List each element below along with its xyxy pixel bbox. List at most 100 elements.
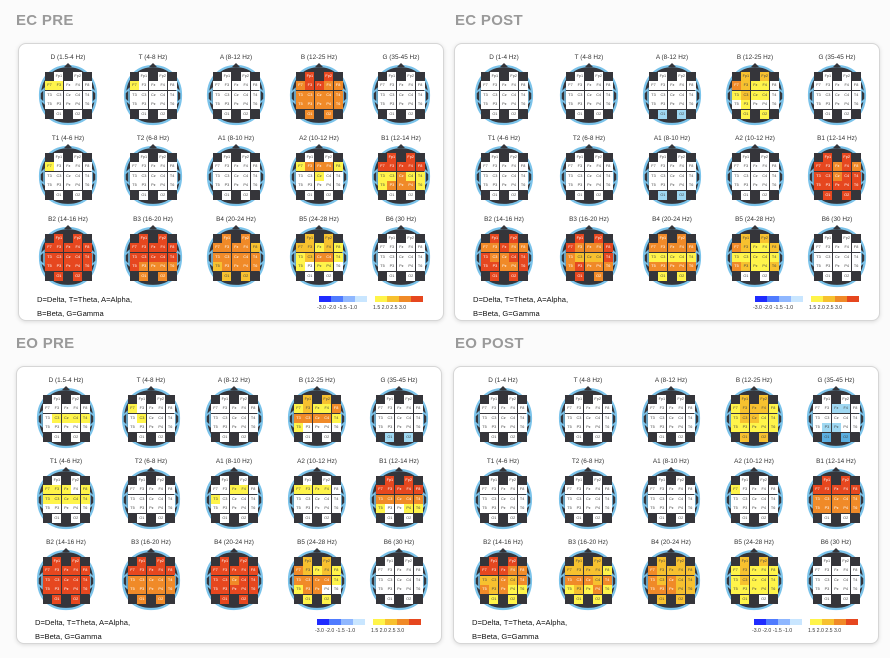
grid-gap [481,234,490,243]
electrode-pz: Pz [831,504,841,514]
grid-gap [248,476,258,485]
electrode-t5: T5 [566,100,575,110]
grid-gap [45,190,54,200]
electrode-c4: C4 [842,252,852,262]
grid-gap [165,513,175,523]
topo-map: B4 (20-24 Hz) Fp1 Fp2 F7 F3 Fz F4 F8 T3 C3 Cz C4 T4 T… [641,216,703,290]
grid-gap [732,153,741,162]
electrode-t5: T5 [376,504,385,514]
electrode-f8: F8 [248,566,258,576]
electrode-t5: T5 [45,262,54,272]
electrode-p4: P4 [158,262,168,272]
electrode-o1: O1 [220,513,230,523]
electrode-o1: O1 [387,190,397,200]
electrode-pz: Pz [584,100,594,110]
electrode-t3: T3 [128,413,137,423]
scale-swatch [755,296,767,302]
electrode-t3: T3 [814,252,823,262]
electrode-fp2: Fp2 [593,476,603,485]
grid-gap [648,557,657,566]
electrode-p3: P3 [658,262,668,272]
electrode-f7: F7 [128,404,137,414]
scale-swatch [319,296,331,302]
grid-gap [82,271,92,281]
electrode-fp2: Fp2 [508,395,518,404]
electrode-fp2: Fp2 [759,395,769,404]
electrode-c4: C4 [593,494,603,504]
electrode-o2: O2 [239,432,249,442]
grid-gap [769,72,779,81]
electrode-fp1: Fp1 [139,72,149,81]
band-label: B2 (14-16 Hz) [48,216,88,223]
electrode-p3: P3 [303,585,313,595]
topo-map: G (35-45 Hz) Fp1 Fp2 F7 F3 Fz F4 F8 T3 C3 Cz C4 T4 T5… [806,54,868,128]
electrode-p3: P3 [385,585,395,595]
electrode-c4: C4 [406,90,416,100]
electrode-p3: P3 [740,423,750,433]
electrode-fp1: Fp1 [575,72,585,81]
electrode-p4: P4 [676,423,686,433]
grid-gap [649,234,658,243]
grid-gap [312,513,322,523]
electrode-c4: C4 [239,575,249,585]
electrode-c4: C4 [158,171,168,181]
grid-gap [750,72,760,81]
electrode-fp1: Fp1 [822,395,832,404]
electrode-o1: O1 [575,271,585,281]
electrode-cz: Cz [666,413,676,423]
electrode-p4: P4 [158,100,168,110]
grid-gap [165,432,175,442]
grid-gap [685,476,695,485]
electrode-f7: F7 [211,566,220,576]
electrode-o1: O1 [222,271,232,281]
electrode-fp2: Fp2 [241,72,251,81]
electrode-t5: T5 [294,585,303,595]
band-label: B5 (24-28 Hz) [734,539,774,546]
grid-gap [602,557,612,566]
grid-gap [480,557,489,566]
electrode-c4: C4 [509,252,519,262]
electrode-t3: T3 [45,171,54,181]
grid-gap [394,594,404,604]
topo-map: T2 (6-8 Hz) Fp1 Fp2 F7 F3 Fz F4 F8 T3 C3 Cz C4 T4 T5 P… [558,135,620,209]
electrode-p4: P4 [593,423,603,433]
electrode-p3: P3 [54,100,64,110]
grid-gap [248,557,258,566]
grid-gap [294,395,303,404]
electrode-t3: T3 [294,575,303,585]
electrode-pz: Pz [61,585,71,595]
electrode-o2: O2 [324,271,334,281]
electrode-pz: Pz [229,504,239,514]
electrode-p4: P4 [156,585,166,595]
electrode-f4: F4 [760,81,770,91]
electrode-f4: F4 [841,404,851,414]
electrode-fp1: Fp1 [303,476,313,485]
electrode-cz: Cz [498,413,508,423]
electrode-o2: O2 [406,190,416,200]
electrode-c4: C4 [404,413,414,423]
grid-gap [314,153,324,162]
electrode-t4: T4 [686,90,696,100]
electrode-f8: F8 [850,485,860,495]
grid-gap [229,513,239,523]
electrode-o2: O2 [677,190,687,200]
electrode-p4: P4 [73,262,83,272]
electrode-t3: T3 [376,413,385,423]
electrode-f7: F7 [481,243,490,253]
grid-gap [584,190,594,200]
electrode-grid: Fp1 Fp2 F7 F3 Fz F4 F8 T3 C3 Cz C4 T4 T5 P3 Pz P4 T6 O1 O2 [376,476,423,523]
electrode-t4: T4 [331,494,341,504]
electrode-t4: T4 [250,90,260,100]
electrode-c4: C4 [842,171,852,181]
electrode-f7: F7 [649,243,658,253]
electrode-t5: T5 [376,423,385,433]
electrode-grid: Fp1 Fp2 F7 F3 Fz F4 F8 T3 C3 Cz C4 T4 T5 P3 Pz P4 T6 O1 O2 [566,72,613,119]
electrode-p3: P3 [385,423,395,433]
electrode-f3: F3 [574,566,584,576]
electrode-p4: P4 [404,585,414,595]
electrode-grid: Fp1 Fp2 F7 F3 Fz F4 F8 T3 C3 Cz C4 T4 T5 P3 Pz P4 T6 O1 O2 [481,234,528,281]
electrode-cz: Cz [314,171,324,181]
electrode-c3: C3 [54,90,64,100]
band-label: B6 (30 Hz) [821,216,853,223]
electrode-f4: F4 [324,81,334,91]
